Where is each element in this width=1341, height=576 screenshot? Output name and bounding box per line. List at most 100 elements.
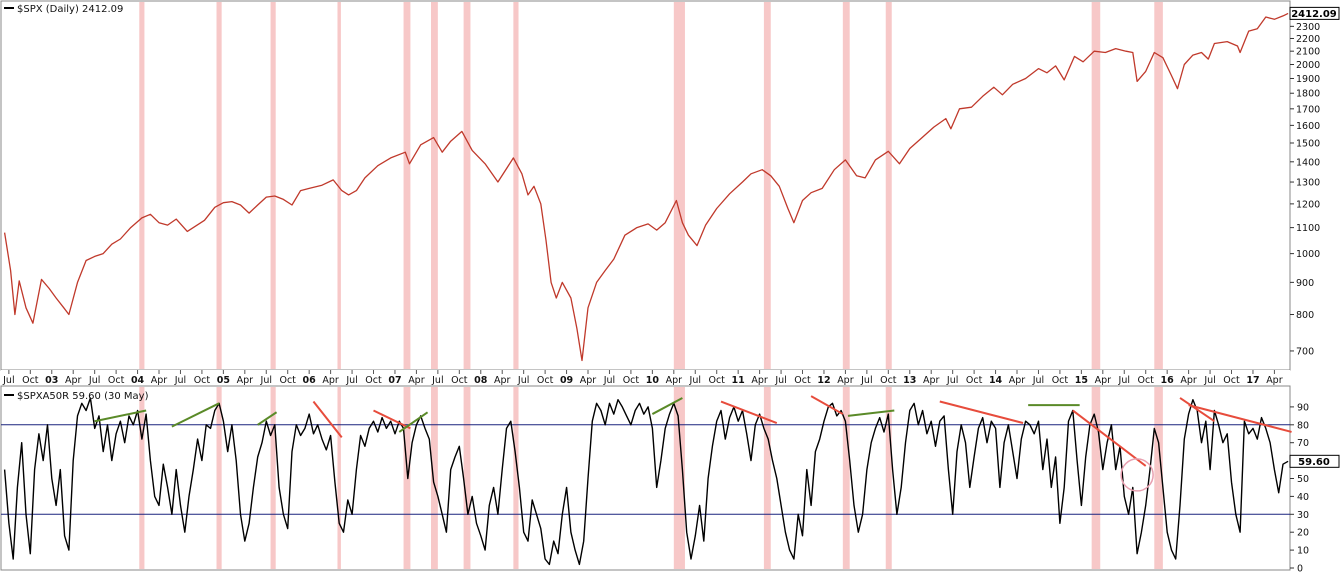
x-tick-label: Jul [1032,375,1044,386]
shaded-period-price-5 [431,2,438,369]
x-tick-label: Apr [837,375,854,386]
x-tick-label: Apr [151,375,168,386]
shaded-period-price-4 [403,2,411,369]
shaded-period-price-8 [673,2,685,369]
breadth-last-value-box [1289,454,1340,468]
x-tick-label: 03 [45,375,58,386]
x-tick-label: Jul [1118,375,1130,386]
x-tick-label: Jul [1203,375,1215,386]
x-tick-label: Apr [1180,375,1197,386]
shaded-period-price-3 [337,2,341,369]
trend-line-12 [1072,409,1147,467]
shaded-period-breadth-12 [1091,387,1101,569]
breadth-y-tick-label: 90 [1297,402,1309,413]
price-y-tick-label: 1200 [1296,199,1320,210]
x-tick-label: Oct [279,375,296,386]
shaded-period-breadth-13 [1154,387,1163,569]
price-y-tick-label: 1600 [1296,121,1320,132]
x-tick-label: Oct [108,375,125,386]
price-series-line [3,12,1289,362]
trend-lines [94,395,1292,467]
x-tick-label: Oct [22,375,39,386]
trend-line-6 [651,397,683,415]
x-tick-label: Oct [194,375,211,386]
x-tick-label: Oct [623,375,640,386]
price-y-tick-label: 2200 [1296,34,1320,45]
x-tick-label: Jul [260,375,272,386]
price-last-value-box [1289,6,1340,20]
trend-line-10 [939,400,1024,424]
price-y-tick-label: 1700 [1296,104,1320,115]
price-y-tick-label: 1100 [1296,223,1320,234]
x-tick-label: Oct [451,375,468,386]
highlight-circle [1120,458,1154,492]
price-title: $SPX (Daily) 2412.09 [4,4,123,15]
x-tick-label: Oct [794,375,811,386]
price-y-tick-label: 1300 [1296,178,1320,189]
breadth-last-value-label: 59.60 [1298,457,1330,468]
price-y-tick-label: 2000 [1296,60,1320,71]
trend-line-9 [847,409,895,417]
breadth-y-tick-label: 40 [1297,492,1309,503]
trend-line-3 [312,400,343,438]
trend-line-1 [171,402,220,428]
x-tick-label: Jul [603,375,615,386]
trend-line-14 [1188,404,1292,433]
shaded-period-price-12 [1091,2,1101,369]
trend-line-4 [373,409,411,430]
breadth-y-tick-label: 20 [1297,528,1309,539]
shaded-period-breadth-2 [270,387,276,569]
shaded-period-price-7 [513,2,519,369]
shaded-period-breadth-7 [513,387,519,569]
x-tick-label: 09 [560,375,573,386]
trend-line-8 [810,395,844,415]
trend-line-13 [1179,397,1215,423]
x-tick-label: Oct [1052,375,1069,386]
x-tick-label: 04 [131,375,145,386]
shaded-period-breadth-11 [885,387,892,569]
x-tick-label: Jul [431,375,443,386]
breadth-y-tick-label: 30 [1297,510,1309,521]
x-tick-label: Apr [408,375,425,386]
shaded-period-breadth-0 [139,387,145,569]
x-tick-label: 16 [1161,375,1175,386]
x-tick-label: Jul [689,375,701,386]
shaded-period-price-13 [1154,2,1163,369]
price-y-tick-label: 1400 [1296,157,1320,168]
trend-line-7 [720,400,778,424]
x-tick-label: Jul [345,375,357,386]
x-tick-label: 05 [217,375,230,386]
x-tick-label: Oct [537,375,554,386]
price-y-tick-label: 1800 [1296,89,1320,100]
price-title-text: $SPX (Daily) 2412.09 [17,4,123,15]
shaded-period-price-6 [463,2,471,369]
x-tick-label: 06 [303,375,317,386]
price-y-tick-label: 900 [1296,278,1314,289]
x-tick-label: Jul [946,375,958,386]
x-tick-label: Oct [1223,375,1240,386]
x-axis: Jul Oct 03 Apr Jul Oct 04 Apr Jul Oct 05 Apr Jul Oct 0… [2,370,1283,386]
shaded-period-price-10 [842,2,850,369]
shaded-period-breadth-10 [842,387,850,569]
shaded-period-breadth-1 [216,387,222,569]
shaded-periods [139,2,1163,569]
x-tick-label: 13 [903,375,916,386]
x-tick-label: Apr [1266,375,1283,386]
x-tick-label: Oct [880,375,897,386]
breadth-y-tick-label: 80 [1297,420,1309,431]
price-y-tick-label: 1000 [1296,249,1320,260]
price-y-tick-label: 1500 [1296,138,1320,149]
price-y-tick-label: 1900 [1296,74,1320,85]
x-tick-label: Apr [494,375,511,386]
x-tick-label: 11 [732,375,745,386]
price-last-value-label: 2412.09 [1291,9,1337,20]
x-tick-label: Oct [365,375,382,386]
x-tick-label: 15 [1075,375,1088,386]
x-tick-label: 14 [989,375,1003,386]
trend-line-5 [398,411,429,433]
price-y-tick-label: 2300 [1296,22,1320,33]
shaded-period-price-11 [885,2,892,369]
x-tick-label: Apr [1009,375,1026,386]
